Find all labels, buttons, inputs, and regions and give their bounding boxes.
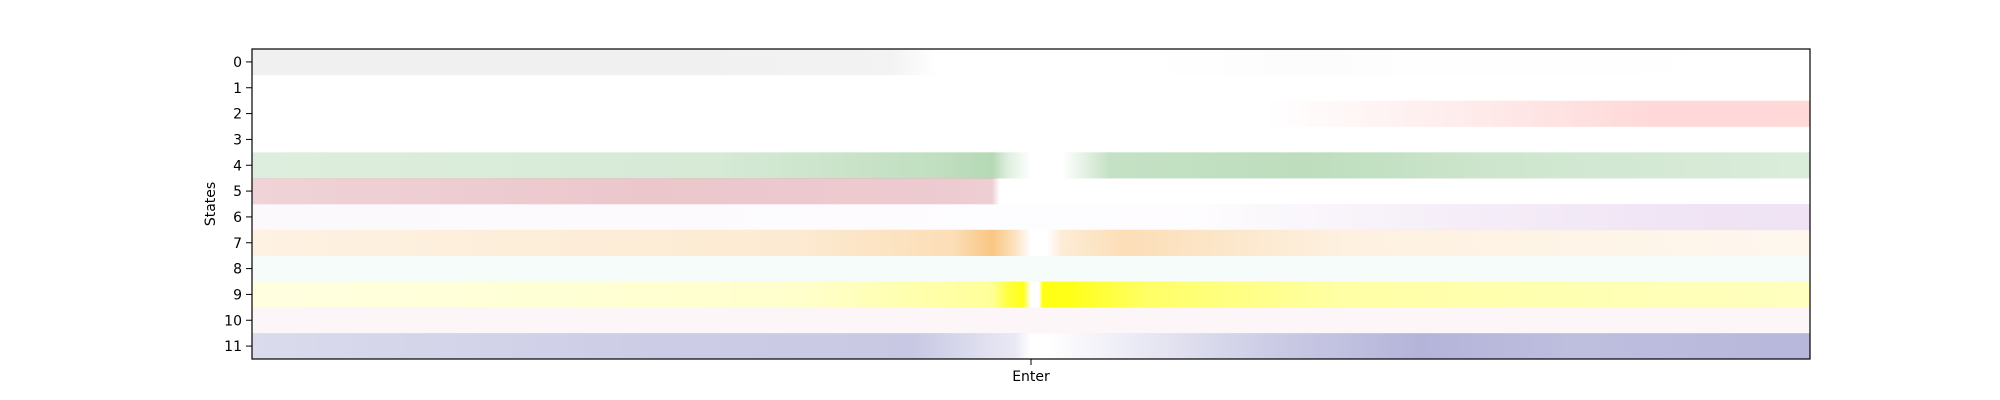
- y-tick-label: 1: [233, 81, 242, 97]
- heatmap-row-state-2: [252, 100, 1810, 127]
- x-axis-ticks: Enter: [1012, 359, 1050, 385]
- y-tick-label: 7: [233, 236, 242, 252]
- heatmap-row-state-9: [252, 281, 1810, 308]
- y-tick-label: 9: [233, 287, 242, 303]
- y-tick-label: 10: [224, 313, 242, 329]
- heatmap-row-state-8: [252, 255, 1810, 282]
- heatmap-row-state-10: [252, 307, 1810, 334]
- heatmap-row-state-1: [252, 74, 1810, 101]
- heatmap-row-state-3: [252, 126, 1810, 153]
- y-axis-ticks: 0 1 2 3 4 5 6 7 8 9 10 11: [224, 55, 252, 355]
- heatmap-row-state-6: [252, 204, 1810, 231]
- y-tick-label: 2: [233, 107, 242, 123]
- y-tick-label: 5: [233, 184, 242, 200]
- heatmap-row-state-4: [252, 152, 1810, 179]
- y-tick-label: 3: [233, 132, 242, 148]
- heatmap-rows: [252, 49, 1810, 360]
- heatmap-row-state-11: [252, 333, 1810, 360]
- y-tick-label: 6: [233, 210, 242, 226]
- y-tick-label: 8: [233, 262, 242, 278]
- y-tick-label: 11: [224, 339, 242, 355]
- y-axis-label: States: [203, 182, 219, 226]
- y-tick-label: 0: [233, 55, 242, 71]
- heatmap-row-state-7: [252, 229, 1810, 256]
- heatmap-row-state-0: [252, 49, 1810, 76]
- heatmap-row-state-5: [252, 178, 1810, 205]
- x-tick-label: Enter: [1012, 369, 1050, 385]
- y-tick-label: 4: [233, 158, 242, 174]
